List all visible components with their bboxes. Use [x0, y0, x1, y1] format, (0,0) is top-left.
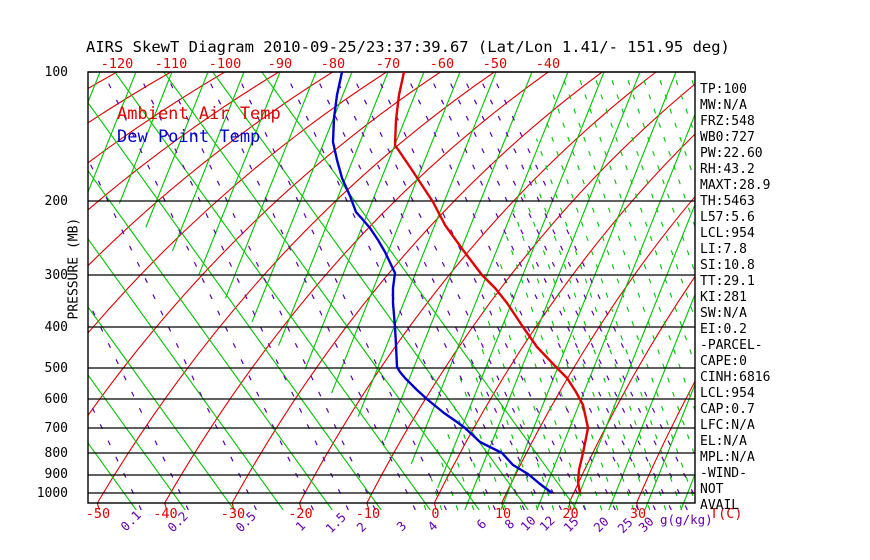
- pressure-tick-500: 500: [44, 361, 68, 376]
- bottom-temp-tick--50: -50: [85, 506, 111, 522]
- legend-dew-point-temp: Dew Point Temp: [117, 127, 261, 147]
- top-temp-tick--110: -110: [154, 56, 188, 72]
- top-temp-tick--60: -60: [429, 56, 455, 72]
- bottom-temp-tick-30: 30: [629, 506, 647, 522]
- stats-line: SW:N/A: [700, 306, 747, 321]
- top-temp-tick--90: -90: [267, 56, 293, 72]
- stats-line: LCL:954: [700, 386, 755, 401]
- stats-line: PW:22.60: [700, 146, 763, 161]
- chart-title: AIRS SkewT Diagram 2010-09-25/23:37:39.6…: [86, 38, 730, 56]
- pressure-tick-900: 900: [44, 467, 68, 482]
- bottom-temp-tick-20: 20: [562, 506, 579, 522]
- mixing-ratio-unit-label: g(g/kg): [660, 512, 713, 527]
- stats-line: MAXT:28.9: [700, 178, 771, 193]
- top-temp-tick--40: -40: [535, 56, 561, 72]
- top-temp-tick--50: -50: [482, 56, 508, 72]
- stats-line: CAPE:0: [700, 354, 747, 369]
- bottom-temp-tick--20: -20: [288, 506, 313, 522]
- legend-ambient-air-temp: Ambient Air Temp: [117, 104, 281, 124]
- stats-line: AVAIL: [700, 498, 740, 513]
- pressure-axis-label: PRESSURE (MB): [66, 217, 82, 320]
- bottom-temp-tick--30: -30: [220, 506, 246, 522]
- stats-line: EI:0.2: [700, 322, 747, 337]
- stats-line: NOT: [700, 482, 724, 497]
- top-temp-tick--120: -120: [100, 56, 134, 72]
- stats-line: LFC:N/A: [700, 418, 755, 433]
- stats-line: TH:5463: [700, 194, 755, 209]
- pressure-tick-400: 400: [44, 320, 68, 335]
- pressure-tick-100: 100: [44, 65, 68, 80]
- stats-line: FRZ:548: [700, 114, 755, 129]
- bottom-temp-tick--10: -10: [355, 506, 381, 522]
- stats-line: SI:10.8: [700, 258, 755, 273]
- stats-line: RH:43.2: [700, 162, 755, 177]
- stats-line: KI:281: [700, 290, 747, 305]
- stats-line: MPL:N/A: [700, 450, 755, 465]
- pressure-tick-700: 700: [44, 421, 68, 436]
- pressure-tick-300: 300: [44, 268, 68, 283]
- stats-line: TT:29.1: [700, 274, 755, 289]
- pressure-tick-1000: 1000: [36, 486, 68, 501]
- pressure-tick-600: 600: [44, 392, 68, 407]
- stats-line: MW:N/A: [700, 98, 747, 113]
- bottom-temp-tick--40: -40: [153, 506, 178, 522]
- stats-line: -PARCEL-: [700, 338, 763, 353]
- pressure-tick-800: 800: [44, 446, 68, 461]
- stats-line: -WIND-: [700, 466, 747, 481]
- stats-line: CINH:6816: [700, 370, 771, 385]
- bottom-temp-tick-10: 10: [494, 506, 512, 522]
- stats-line: TP:100: [700, 82, 747, 97]
- top-temp-tick--100: -100: [208, 56, 242, 72]
- top-temp-tick--70: -70: [375, 56, 401, 72]
- stats-line: L57:5.6: [700, 210, 755, 225]
- top-temp-tick--80: -80: [320, 56, 346, 72]
- stats-line: CAP:0.7: [700, 402, 755, 417]
- sounding-stats-panel: TP:100 MW:N/A FRZ:548 WB0:727 PW:22.60 RH:43.…: [700, 82, 770, 514]
- bottom-temp-tick-0: 0: [431, 506, 440, 522]
- stats-line: EL:N/A: [700, 434, 747, 449]
- stats-line: WB0:727: [700, 130, 755, 145]
- stats-line: LI:7.8: [700, 242, 747, 257]
- stats-line: LCL:954: [700, 226, 755, 241]
- pressure-tick-200: 200: [44, 194, 68, 209]
- temp-unit-label: T(C): [710, 506, 743, 522]
